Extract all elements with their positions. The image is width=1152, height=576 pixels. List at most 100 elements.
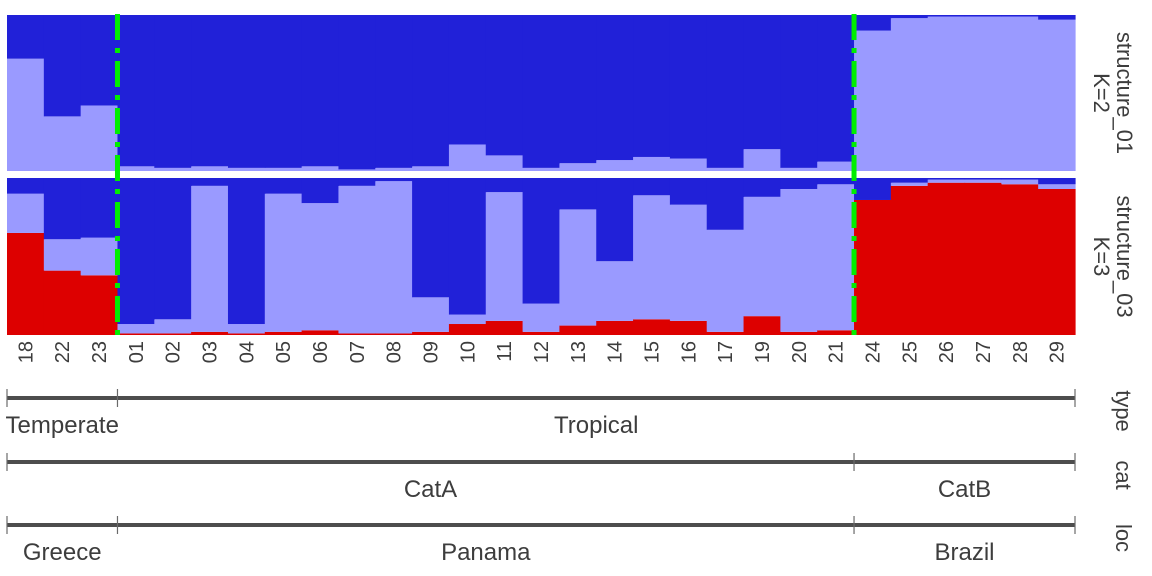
tick-label-03: 03 [200,341,222,363]
panel-label-line2: K=2 [1089,73,1114,113]
bar-segment-p2-05-s1 [264,331,303,335]
bar-segment-p1-16-s1 [669,158,708,171]
bar-segment-p1-09-s2 [412,15,450,167]
bar-segment-p1-25-s1 [890,18,929,172]
bar-segment-p2-16-s3 [669,178,708,205]
tick-label-23: 23 [89,341,111,363]
bar-segment-p1-19-s2 [743,15,781,150]
bar-segment-p2-14-s3 [596,178,634,262]
annotation-track-type: Temperate Tropical type [6,389,1136,439]
bar-segment-p1-17-s2 [706,15,745,168]
bar-segment-p2-28-s3 [1001,178,1039,180]
tick-label-11: 11 [494,341,516,362]
bar-segment-p1-28-s1 [1001,16,1039,172]
bar-segment-p2-16-s1 [669,320,708,335]
bar-segment-p2-04-s2 [227,324,266,334]
tick-label-07: 07 [347,341,369,363]
bar-segment-p2-25-s2 [890,182,929,186]
tick-label-20: 20 [789,341,811,363]
bar-segment-p2-03-s2 [191,185,229,332]
bar-segment-p1-11-s2 [485,15,524,156]
bar-segment-p2-09-s1 [412,331,450,335]
bar-segment-p1-21-s2 [817,15,855,162]
bar-segment-p1-29-s1 [1038,19,1076,172]
bar-segment-p2-23-s3 [80,178,119,238]
tick-label-25: 25 [899,341,921,363]
bar-segment-p1-20-s2 [780,15,818,168]
bar-segment-p2-29-s2 [1038,184,1076,189]
bar-segment-p1-14-s2 [596,15,634,161]
bar-segment-p2-26-s2 [927,179,966,183]
bar-segment-p2-22-s2 [43,239,82,271]
tick-label-17: 17 [715,341,737,363]
bar-segment-p2-18-s1 [7,232,45,335]
bar-segment-p2-12-s3 [522,178,561,304]
bar-segment-p2-08-s2 [375,181,413,334]
panel-2 [7,178,1076,335]
bar-segment-p2-26-s3 [927,178,966,180]
bar-segment-p2-20-s3 [780,178,818,189]
bar-segment-p2-04-s3 [227,178,266,325]
panel-label-1: structure_01K=2 [1089,32,1137,154]
bar-segment-p2-29-s3 [1038,178,1076,185]
bar-segment-p2-09-s3 [412,178,450,298]
bar-segment-p2-01-s3 [117,178,155,325]
tick-label-26: 26 [936,341,958,363]
tick-label-29: 29 [1047,341,1069,363]
bar-segment-p2-27-s2 [964,179,1002,183]
annotation-track-loc: Greece Panama Brazil loc [6,516,1136,566]
bar-segment-p2-13-s3 [559,178,597,210]
tick-label-02: 02 [163,341,185,363]
bar-segment-p1-11-s1 [485,155,524,171]
bar-segment-p2-07-s2 [338,185,376,334]
group-label-cat-1: CatB [938,476,991,503]
bar-segment-p2-02-s1 [154,333,192,335]
bar-segment-p2-02-s3 [154,178,192,320]
bar-segment-p1-05-s1 [264,167,303,171]
bar-segment-p2-04-s1 [227,333,266,335]
bar-segment-p2-19-s1 [743,316,781,335]
bar-segment-p1-18-s1 [7,58,45,171]
bar-segment-p2-09-s2 [412,297,450,332]
bar-segment-p1-25-s2 [890,15,929,19]
bar-segment-p2-10-s2 [448,314,487,325]
bar-segment-p2-22-s3 [43,178,82,240]
bar-segment-p2-12-s1 [522,331,561,335]
tick-label-15: 15 [641,341,663,363]
bar-segment-p2-05-s2 [264,193,303,332]
panel-label-line2: K=3 [1089,237,1114,277]
bar-segment-p2-18-s2 [7,193,45,233]
bar-segment-p2-03-s1 [191,331,229,335]
bar-segment-p2-01-s2 [117,324,155,334]
tick-label-09: 09 [421,341,443,363]
bar-segment-p2-20-s1 [780,331,818,335]
bar-segment-p2-11-s3 [485,178,524,193]
bar-segment-p1-04-s2 [227,15,266,168]
tick-label-12: 12 [531,341,553,363]
bar-segment-p1-13-s1 [559,163,597,171]
bar-segment-p2-24-s3 [854,178,892,200]
bar-segment-p1-03-s2 [191,15,229,167]
bar-segment-p2-24-s1 [854,199,892,335]
bar-segment-p2-19-s2 [743,196,781,317]
bar-segment-p2-27-s1 [964,182,1002,335]
group-label-type-1: Tropical [554,412,638,439]
bar-segment-p2-07-s3 [338,178,376,186]
group-label-loc-1: Panama [441,539,531,566]
bar-segment-p1-08-s2 [375,15,413,168]
bar-segment-p2-08-s3 [375,178,413,182]
tick-label-19: 19 [752,341,774,363]
tick-label-08: 08 [384,341,406,363]
bar-segment-p2-15-s2 [633,195,671,320]
tick-label-05: 05 [273,341,295,363]
bar-segment-p1-28-s2 [1001,15,1039,17]
bar-segment-p2-23-s2 [80,237,119,276]
bar-segment-p2-11-s1 [485,320,524,335]
bar-segment-p2-06-s1 [301,330,340,335]
tick-label-10: 10 [457,341,479,363]
bar-segment-p2-10-s3 [448,178,487,315]
bar-segment-p1-21-s1 [817,161,855,171]
bar-segment-p2-14-s2 [596,261,634,321]
tick-label-28: 28 [1010,341,1032,363]
bar-segment-p2-13-s1 [559,325,597,335]
